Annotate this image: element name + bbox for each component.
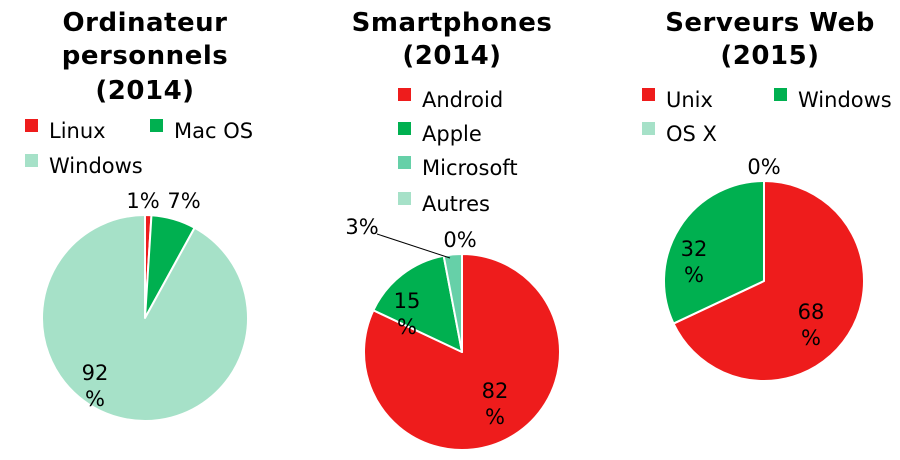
- legend-label: Windows: [49, 154, 143, 178]
- chart-title-line: (2014): [95, 76, 194, 106]
- legend-swatch: [150, 119, 163, 132]
- legend-label: Mac OS: [174, 119, 253, 143]
- legend-label: Unix: [666, 88, 713, 112]
- pie-slice: [41, 214, 249, 422]
- pie-slice: [372, 254, 463, 353]
- legend-label: Apple: [422, 122, 482, 146]
- legend-swatch: [642, 88, 655, 101]
- data-label: 32%: [681, 237, 708, 287]
- data-label: 0%: [747, 155, 780, 179]
- legend-label: Android: [422, 88, 503, 112]
- chart-title-line: (2015): [720, 41, 819, 71]
- data-label: 68%: [798, 300, 825, 350]
- data-label: 92%: [82, 361, 109, 411]
- chart-title-line: Serveurs Web: [665, 8, 875, 38]
- data-label: 0%: [443, 228, 476, 252]
- legend-swatch: [774, 88, 787, 101]
- legend-label: Microsoft: [422, 156, 518, 180]
- legend-label: Windows: [798, 88, 892, 112]
- chart-title-line: Ordinateur: [63, 8, 228, 38]
- chart-title-line: Smartphones: [352, 8, 553, 38]
- pie-slice: [663, 180, 765, 325]
- legend-swatch: [398, 192, 411, 205]
- chart-title-line: personnels: [62, 41, 228, 71]
- legend-label: OS X: [666, 122, 717, 146]
- pie-chart-2: Smartphones(2014) Android Apple Microsoft Au…: [345, 8, 561, 451]
- data-label: 82%: [482, 379, 509, 429]
- leader-line: [376, 233, 451, 259]
- legend-swatch: [25, 154, 38, 167]
- legend-swatch: [642, 122, 655, 135]
- pie-chart-3: Serveurs Web(2015) Unix Windows OS X 68 % 32 % 0…: [642, 8, 892, 382]
- data-label: 7%: [167, 189, 200, 213]
- legend-swatch: [398, 88, 411, 101]
- data-label: 1%: [126, 189, 159, 213]
- legend-swatch: [398, 156, 411, 169]
- pie-slice: [672, 180, 865, 382]
- legend-label: Linux: [49, 119, 106, 143]
- data-label: 3%: [345, 215, 378, 239]
- chart-title-line: (2014): [402, 41, 501, 71]
- legend-label: Autres: [422, 192, 490, 216]
- legend-swatch: [25, 119, 38, 132]
- legend-swatch: [398, 122, 411, 135]
- data-label: 15%: [394, 289, 421, 339]
